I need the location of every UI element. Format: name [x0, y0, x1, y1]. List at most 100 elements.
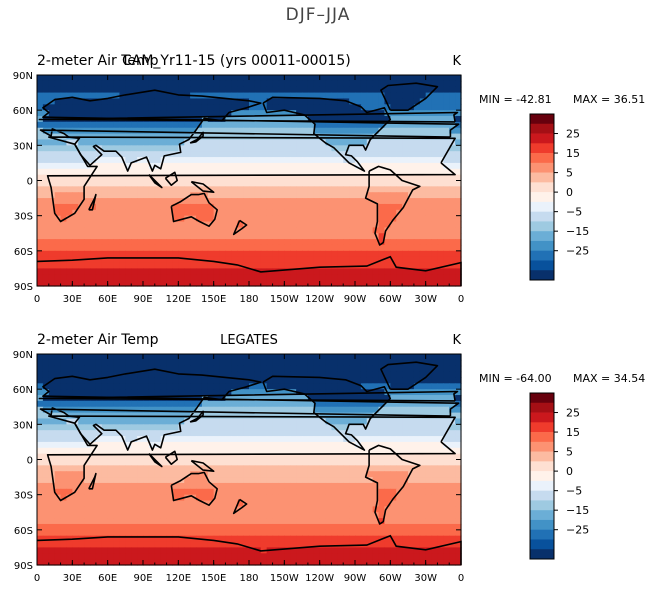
- temperature-cell: [413, 209, 421, 217]
- temperature-cell: [143, 424, 150, 431]
- temperature-cell: [243, 482, 250, 490]
- temperature-cell: [331, 127, 338, 135]
- temperature-cell: [48, 512, 56, 519]
- temperature-cell: [243, 127, 250, 135]
- temperature-cell: [319, 233, 327, 240]
- temperature-cell: [125, 151, 132, 158]
- temperature-cell: [72, 523, 79, 531]
- temperature-cell: [313, 239, 321, 246]
- temperature-cell: [319, 494, 327, 502]
- temperature-cell: [143, 250, 150, 258]
- temperature-cell: [201, 244, 209, 252]
- temperature-cell: [78, 274, 85, 281]
- temperature-cell: [207, 80, 215, 88]
- temperature-cell: [378, 215, 386, 223]
- temperature-cell: [413, 116, 421, 123]
- temperature-cell: [48, 86, 56, 94]
- temperature-cell: [107, 365, 115, 373]
- temperature-cell: [166, 518, 174, 525]
- temperature-cell: [137, 523, 144, 531]
- temperature-cell: [219, 92, 227, 100]
- temperature-cell: [302, 198, 309, 205]
- temperature-cell: [78, 523, 85, 531]
- temperature-cell: [231, 389, 238, 396]
- temperature-cell: [449, 116, 456, 123]
- temperature-cell: [325, 430, 333, 437]
- temperature-cell: [143, 477, 150, 484]
- temperature-cell: [107, 244, 115, 252]
- temperature-cell: [372, 365, 380, 373]
- temperature-cell: [455, 244, 462, 252]
- temperature-cell: [154, 441, 162, 449]
- temperature-cell: [449, 400, 456, 408]
- temperature-cell: [449, 192, 456, 199]
- colorbar-tick-label: 5: [566, 167, 573, 180]
- temperature-cell: [95, 80, 103, 88]
- temperature-cell: [113, 354, 121, 361]
- temperature-cell: [384, 274, 391, 281]
- temperature-cell: [449, 98, 456, 105]
- temperature-cell: [219, 518, 227, 525]
- temperature-cell: [360, 162, 368, 170]
- temperature-cell: [372, 400, 380, 408]
- temperature-cell: [160, 400, 168, 408]
- temperature-cell: [254, 477, 262, 484]
- temperature-cell: [190, 209, 197, 217]
- temperature-cell: [254, 110, 262, 117]
- temperature-cell: [455, 180, 462, 187]
- temperature-cell: [207, 244, 215, 252]
- temperature-cell: [231, 371, 238, 379]
- temperature-cell: [390, 145, 397, 152]
- temperature-cell: [378, 116, 386, 123]
- temperature-cell: [302, 192, 309, 199]
- temperature-cell: [48, 482, 56, 490]
- temperature-cell: [437, 244, 444, 252]
- temperature-cell: [402, 239, 409, 246]
- temperature-cell: [107, 523, 115, 531]
- temperature-cell: [172, 430, 179, 437]
- temperature-cell: [378, 453, 386, 461]
- temperature-cell: [154, 512, 162, 519]
- temperature-cell: [325, 453, 333, 461]
- temperature-cell: [419, 418, 427, 425]
- temperature-cell: [402, 365, 409, 373]
- temperature-cell: [219, 174, 227, 182]
- temperature-cell: [437, 198, 444, 205]
- temperature-cell: [284, 145, 291, 152]
- temperature-cell: [42, 198, 50, 205]
- temperature-cell: [107, 233, 115, 240]
- temperature-cell: [343, 365, 350, 373]
- temperature-cell: [119, 180, 126, 187]
- temperature-cell: [107, 453, 115, 461]
- temperature-cell: [272, 139, 280, 146]
- temperature-cell: [284, 227, 291, 234]
- temperature-cell: [313, 359, 321, 367]
- temperature-cell: [390, 250, 397, 258]
- temperature-cell: [419, 447, 427, 455]
- temperature-cell: [366, 250, 374, 258]
- temperature-cell: [313, 377, 321, 384]
- temperature-cell: [325, 192, 333, 199]
- temperature-cell: [166, 436, 174, 443]
- temperature-cell: [396, 471, 403, 478]
- temperature-cell: [78, 180, 85, 187]
- temperature-cell: [325, 389, 333, 396]
- temperature-cell: [360, 133, 368, 141]
- temperature-cell: [148, 227, 156, 234]
- temperature-cell: [419, 162, 427, 170]
- temperature-cell: [148, 389, 156, 396]
- temperature-cell: [125, 92, 132, 100]
- temperature-cell: [54, 227, 62, 234]
- temperature-cell: [72, 506, 79, 513]
- temperature-cell: [207, 280, 215, 287]
- temperature-cell: [455, 221, 462, 228]
- temperature-cell: [225, 512, 232, 519]
- temperature-cell: [42, 436, 50, 443]
- temperature-cell: [225, 239, 232, 246]
- temperature-cell: [443, 359, 450, 367]
- temperature-cell: [95, 377, 103, 384]
- temperature-cell: [284, 436, 291, 443]
- temperature-cell: [266, 465, 274, 472]
- temperature-cell: [337, 256, 344, 264]
- temperature-cell: [54, 157, 62, 164]
